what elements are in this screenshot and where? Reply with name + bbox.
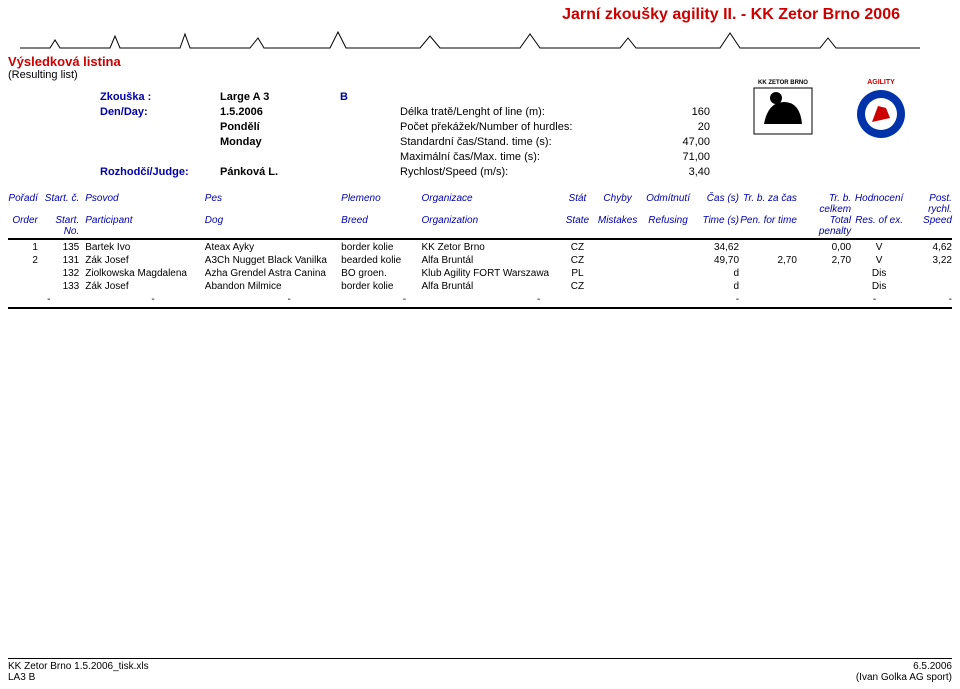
speed-label: Rychlost/Speed (m/s): xyxy=(400,166,650,178)
hdr2-breed: Breed xyxy=(341,215,421,237)
table-row: 132Ziolkowska MagdalenaAzha Grendel Astr… xyxy=(8,267,952,280)
hdr2-pen: Pen. for time xyxy=(739,215,797,237)
hdr-mistakes: Chyby xyxy=(593,193,642,215)
stdtime-value: 47,00 xyxy=(650,136,710,148)
hdr2-order: Order xyxy=(8,215,42,237)
maxtime-value: 71,00 xyxy=(650,151,710,163)
hdr2-handler: Participant xyxy=(85,215,205,237)
hdr2-speed: Speed xyxy=(907,215,952,237)
header-rule xyxy=(8,238,952,240)
trial-value: Large A 3 xyxy=(220,91,340,103)
hdr-order: Pořadí xyxy=(8,193,42,215)
judge-value: Pánková L. xyxy=(220,166,340,178)
table-row: 2131Žák JosefA3Ch Nugget Black Vanilkabe… xyxy=(8,254,952,267)
hdr2-time: Time (s) xyxy=(694,215,739,237)
footer-author: (Ivan Golka AG sport) xyxy=(856,672,952,683)
hdr-org: Organizace xyxy=(421,193,561,215)
hdr-total: Tr. b. celkem xyxy=(797,193,851,215)
footer-file: KK Zetor Brno 1.5.2006_tisk.xls xyxy=(8,661,149,672)
trial-label: Zkouška : xyxy=(100,91,220,103)
table-row: 1135Bartek IvoAteax Aykyborder kolieKK Z… xyxy=(8,241,952,254)
length-label: Délka tratě/Lenght of line (m): xyxy=(400,106,650,118)
hdr-dog: Pes xyxy=(205,193,341,215)
dash-row: - - - - - - - - xyxy=(8,293,952,306)
trial-group: B xyxy=(340,91,400,103)
hdr-pen: Tr. b. za čas xyxy=(739,193,797,215)
hdr2-result: Res. of ex. xyxy=(851,215,907,237)
table-header: Pořadí Start. č. Psovod Pes Plemeno Orga… xyxy=(0,193,960,237)
page-footer: KK Zetor Brno 1.5.2006_tisk.xls LA3 B 6.… xyxy=(8,658,952,683)
day-en: Monday xyxy=(220,136,340,148)
main-title: Jarní zkoušky agility II. - KK Zetor Brn… xyxy=(562,6,900,23)
hdr2-total: Total penalty xyxy=(797,215,851,237)
maxtime-label: Maximální čas/Max. time (s): xyxy=(400,151,650,163)
hdr2-startno: Start. No. xyxy=(42,215,85,237)
footer-date: 6.5.2006 xyxy=(856,661,952,672)
footer-sheet: LA3 B xyxy=(8,672,149,683)
hdr-refusing: Odmítnutí xyxy=(642,193,694,215)
table-body: 1135Bartek IvoAteax Aykyborder kolieKK Z… xyxy=(0,241,960,293)
skyline-graphic xyxy=(20,28,920,50)
hdr-handler: Psovod xyxy=(85,193,205,215)
hdr2-refusing: Refusing xyxy=(642,215,694,237)
hurdles-label: Počet překážek/Number of hurdles: xyxy=(400,121,650,133)
trial-info: Zkouška : Large A 3 B Den/Day: 1.5.2006 … xyxy=(0,89,960,179)
hdr-result: Hodnocení xyxy=(851,193,907,215)
bottom-rule xyxy=(8,307,952,309)
hdr-state: Stát xyxy=(562,193,594,215)
stdtime-label: Standardní čas/Stand. time (s): xyxy=(400,136,650,148)
day-cz: Pondělí xyxy=(220,121,340,133)
judge-label: Rozhodčí/Judge: xyxy=(100,166,220,178)
sub-title: Výsledková listina xyxy=(8,54,960,69)
hdr2-state: State xyxy=(562,215,594,237)
svg-text:AGILITY: AGILITY xyxy=(867,79,895,86)
hdr-startno: Start. č. xyxy=(42,193,85,215)
hdr2-dog: Dog xyxy=(205,215,341,237)
hurdles-value: 20 xyxy=(650,121,710,133)
hdr2-mistakes: Mistakes xyxy=(593,215,642,237)
hdr-time: Čas (s) xyxy=(694,193,739,215)
day-value: 1.5.2006 xyxy=(220,106,340,118)
hdr2-org: Organization xyxy=(421,215,561,237)
length-value: 160 xyxy=(650,106,710,118)
svg-text:KK ZETOR BRNO: KK ZETOR BRNO xyxy=(758,80,808,86)
table-row: 133Žák JosefAbandon Milmiceborder kolieA… xyxy=(8,280,952,293)
speed-value: 3,40 xyxy=(650,166,710,178)
hdr-breed: Plemeno xyxy=(341,193,421,215)
hdr-speed: Post. rychl. xyxy=(907,193,952,215)
day-label: Den/Day: xyxy=(100,106,220,118)
